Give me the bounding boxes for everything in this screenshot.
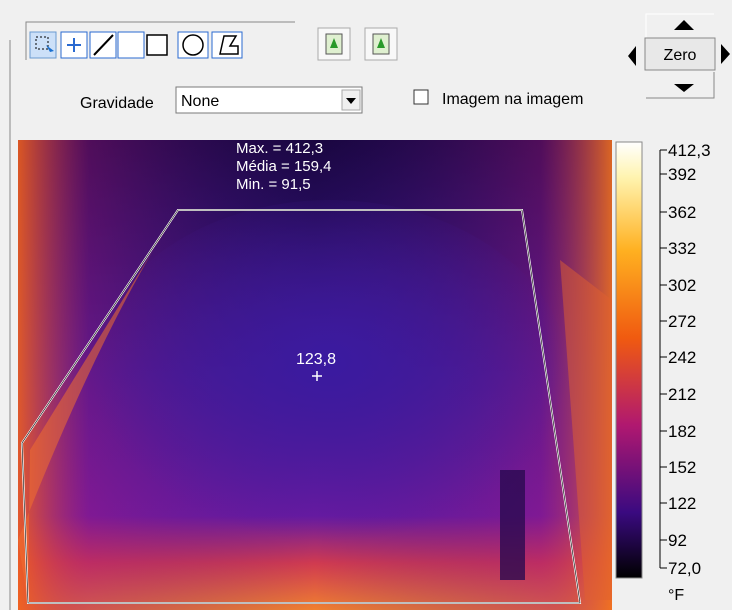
thermal-image xyxy=(18,140,612,610)
right-arrow[interactable] xyxy=(721,44,730,64)
left-arrow[interactable] xyxy=(628,46,636,66)
app: Zero Gravidade None Imagem na imagem Max… xyxy=(0,0,732,610)
roi-stat: Média = 159,4 xyxy=(236,158,332,175)
image-buttons xyxy=(318,28,397,60)
scale-label: 152 xyxy=(668,458,696,477)
scale-label: 242 xyxy=(668,348,696,367)
scale-label: 122 xyxy=(668,494,696,513)
rect-tool[interactable] xyxy=(118,32,144,58)
scale-label: 412,3 xyxy=(668,141,711,160)
pip-checkbox[interactable] xyxy=(414,90,428,104)
up-arrow[interactable] xyxy=(674,20,694,30)
scale-unit: °F xyxy=(668,587,684,604)
scale-label: 362 xyxy=(668,203,696,222)
pip-label: Imagem na imagem xyxy=(442,91,583,108)
scale-label: 302 xyxy=(668,276,696,295)
zero-label: Zero xyxy=(664,47,697,64)
scale-label: 272 xyxy=(668,312,696,331)
gravity-label: Gravidade xyxy=(80,95,154,112)
color-scale xyxy=(616,142,642,578)
tool-bar xyxy=(26,22,295,60)
roi-stat: Max. = 412,3 xyxy=(236,140,323,157)
scale-label: 182 xyxy=(668,422,696,441)
box-tool[interactable] xyxy=(147,35,167,55)
scale-label: 92 xyxy=(668,531,687,550)
down-arrow[interactable] xyxy=(674,84,694,92)
window: Zero Gravidade None Imagem na imagem Max… xyxy=(0,0,732,610)
gravity-value: None xyxy=(181,93,219,110)
nudge-controls: Zero xyxy=(628,14,730,98)
select-tool[interactable] xyxy=(30,32,56,58)
scale-label: 212 xyxy=(668,385,696,404)
gravity-select[interactable]: None xyxy=(176,87,362,113)
scale-label: 332 xyxy=(668,239,696,258)
scale-label: 72,0 xyxy=(668,559,701,578)
roi-stat: Min. = 91,5 xyxy=(236,176,311,193)
spot-value: 123,8 xyxy=(296,351,336,368)
scale-label: 392 xyxy=(668,165,696,184)
